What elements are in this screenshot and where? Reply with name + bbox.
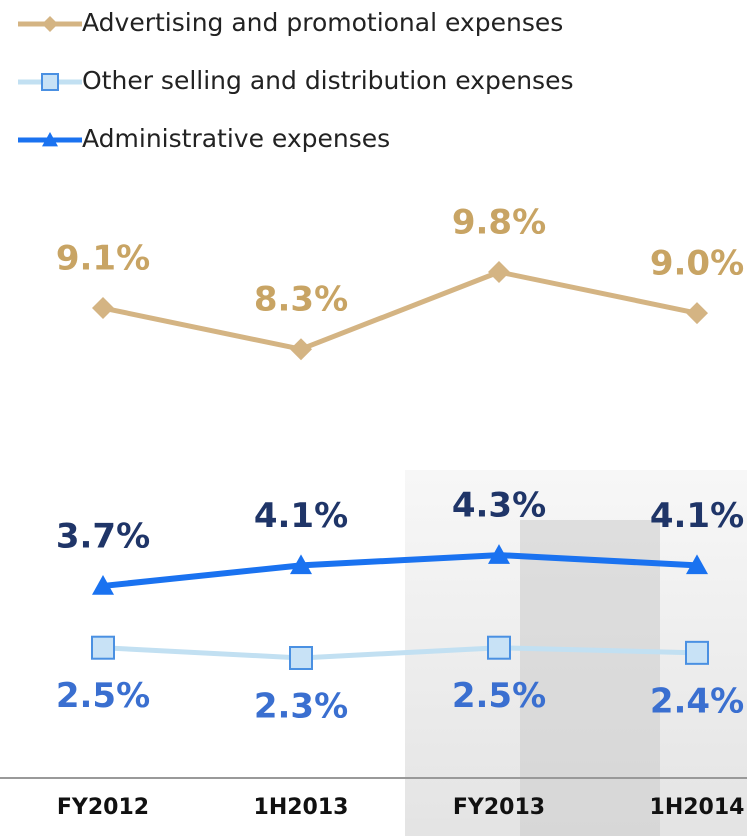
legend-label: Advertising and promotional expenses xyxy=(82,8,563,37)
marker xyxy=(488,261,510,283)
marker xyxy=(487,635,511,660)
value-label: 9.8% xyxy=(452,203,546,243)
legend-marker xyxy=(41,73,59,91)
series-line xyxy=(102,269,698,352)
marker xyxy=(488,544,510,564)
marker xyxy=(685,640,709,665)
legend-marker xyxy=(42,132,58,147)
series-line xyxy=(102,552,698,589)
value-label: 8.3% xyxy=(254,280,348,320)
value-label: 2.5% xyxy=(452,676,546,716)
value-label: 2.5% xyxy=(56,676,150,716)
value-label: 9.0% xyxy=(650,244,744,284)
marker xyxy=(289,646,313,670)
legend-marker xyxy=(42,16,58,32)
marker xyxy=(290,554,312,575)
value-label: 2.4% xyxy=(650,681,744,721)
legend-label: Administrative expenses xyxy=(82,124,390,153)
marker xyxy=(91,635,115,660)
marker xyxy=(92,297,114,320)
x-tick-label: 1H2014 xyxy=(650,795,745,820)
x-tick-label: FY2013 xyxy=(453,795,545,820)
value-label: 3.7% xyxy=(56,516,150,556)
value-label: 2.3% xyxy=(254,687,348,727)
background-figure xyxy=(520,520,660,836)
legend-label: Other selling and distribution expenses xyxy=(82,66,574,95)
value-label: 4.1% xyxy=(254,496,348,536)
marker xyxy=(686,554,708,575)
marker xyxy=(92,574,114,595)
series-line xyxy=(102,645,698,661)
value-label: 9.1% xyxy=(56,239,150,279)
marker xyxy=(686,302,708,325)
marker xyxy=(290,338,312,361)
value-label: 4.3% xyxy=(452,486,546,526)
value-label: 4.1% xyxy=(650,496,744,536)
x-tick-label: FY2012 xyxy=(57,795,149,820)
x-tick-label: 1H2013 xyxy=(254,795,349,820)
